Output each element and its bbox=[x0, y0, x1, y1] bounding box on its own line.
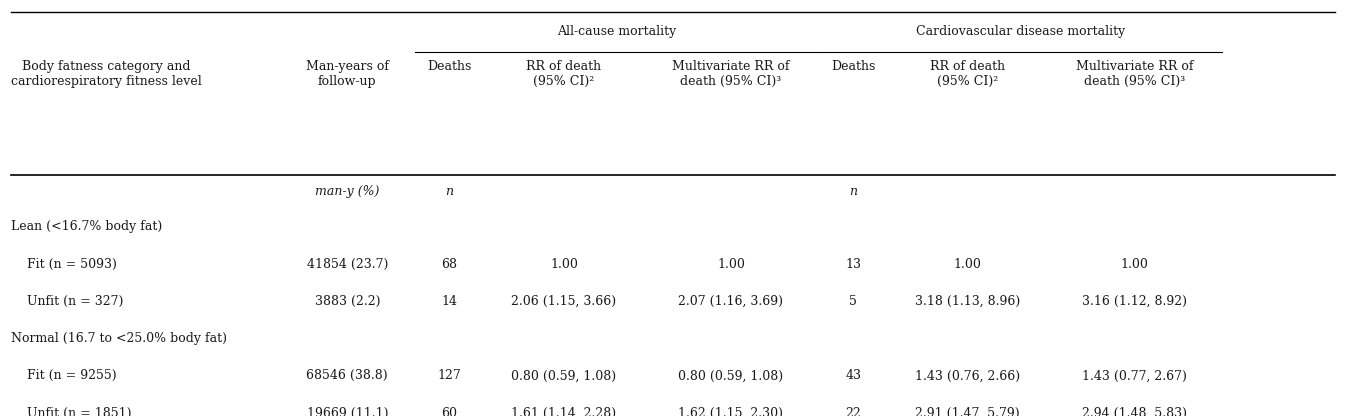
Text: 2.94 (1.48, 5.83): 2.94 (1.48, 5.83) bbox=[1082, 407, 1187, 416]
Text: man-y (%): man-y (%) bbox=[315, 185, 380, 198]
Text: Normal (16.7 to <25.0% body fat): Normal (16.7 to <25.0% body fat) bbox=[11, 332, 226, 345]
Text: 41854 (23.7): 41854 (23.7) bbox=[307, 258, 388, 271]
Text: Man-years of
follow-up: Man-years of follow-up bbox=[306, 60, 389, 88]
Text: 1.43 (0.77, 2.67): 1.43 (0.77, 2.67) bbox=[1082, 369, 1187, 382]
Text: Fit (n = 9255): Fit (n = 9255) bbox=[27, 369, 117, 382]
Text: 127: 127 bbox=[437, 369, 462, 382]
Text: 13: 13 bbox=[845, 258, 861, 271]
Text: 68546 (38.8): 68546 (38.8) bbox=[307, 369, 388, 382]
Text: 2.06 (1.15, 3.66): 2.06 (1.15, 3.66) bbox=[511, 295, 616, 308]
Text: 3.16 (1.12, 8.92): 3.16 (1.12, 8.92) bbox=[1082, 295, 1187, 308]
Text: Body fatness category and
cardiorespiratory fitness level: Body fatness category and cardiorespirat… bbox=[11, 60, 202, 88]
Text: 1.00: 1.00 bbox=[1121, 258, 1148, 271]
Text: Fit (n = 5093): Fit (n = 5093) bbox=[27, 258, 117, 271]
Text: 68: 68 bbox=[441, 258, 458, 271]
Text: 1.00: 1.00 bbox=[954, 258, 981, 271]
Text: RR of death
(95% CI)²: RR of death (95% CI)² bbox=[526, 60, 602, 88]
Text: 22: 22 bbox=[845, 407, 861, 416]
Text: 1.62 (1.15, 2.30): 1.62 (1.15, 2.30) bbox=[678, 407, 783, 416]
Text: n: n bbox=[446, 185, 454, 198]
Text: 19669 (11.1): 19669 (11.1) bbox=[307, 407, 388, 416]
Text: Deaths: Deaths bbox=[832, 60, 875, 73]
Text: Multivariate RR of
death (95% CI)³: Multivariate RR of death (95% CI)³ bbox=[1075, 60, 1194, 88]
Text: 60: 60 bbox=[441, 407, 458, 416]
Text: 3.18 (1.13, 8.96): 3.18 (1.13, 8.96) bbox=[915, 295, 1020, 308]
Text: Multivariate RR of
death (95% CI)³: Multivariate RR of death (95% CI)³ bbox=[672, 60, 790, 88]
Text: 2.07 (1.16, 3.69): 2.07 (1.16, 3.69) bbox=[678, 295, 783, 308]
Text: RR of death
(95% CI)²: RR of death (95% CI)² bbox=[930, 60, 1005, 88]
Text: Unfit (n = 1851): Unfit (n = 1851) bbox=[27, 407, 132, 416]
Text: 3883 (2.2): 3883 (2.2) bbox=[315, 295, 380, 308]
Text: Unfit (n = 327): Unfit (n = 327) bbox=[27, 295, 124, 308]
Text: 14: 14 bbox=[441, 295, 458, 308]
Text: Lean (<16.7% body fat): Lean (<16.7% body fat) bbox=[11, 220, 162, 233]
Text: 0.80 (0.59, 1.08): 0.80 (0.59, 1.08) bbox=[511, 369, 616, 382]
Text: 43: 43 bbox=[845, 369, 861, 382]
Text: 0.80 (0.59, 1.08): 0.80 (0.59, 1.08) bbox=[678, 369, 783, 382]
Text: 1.43 (0.76, 2.66): 1.43 (0.76, 2.66) bbox=[915, 369, 1020, 382]
Text: 2.91 (1.47, 5.79): 2.91 (1.47, 5.79) bbox=[915, 407, 1020, 416]
Text: Cardiovascular disease mortality: Cardiovascular disease mortality bbox=[915, 25, 1125, 38]
Text: n: n bbox=[849, 185, 857, 198]
Text: 1.00: 1.00 bbox=[551, 258, 577, 271]
Text: All-cause mortality: All-cause mortality bbox=[557, 25, 676, 38]
Text: 1.61 (1.14, 2.28): 1.61 (1.14, 2.28) bbox=[511, 407, 616, 416]
Text: 1.00: 1.00 bbox=[717, 258, 744, 271]
Text: Deaths: Deaths bbox=[428, 60, 471, 73]
Text: 5: 5 bbox=[849, 295, 857, 308]
